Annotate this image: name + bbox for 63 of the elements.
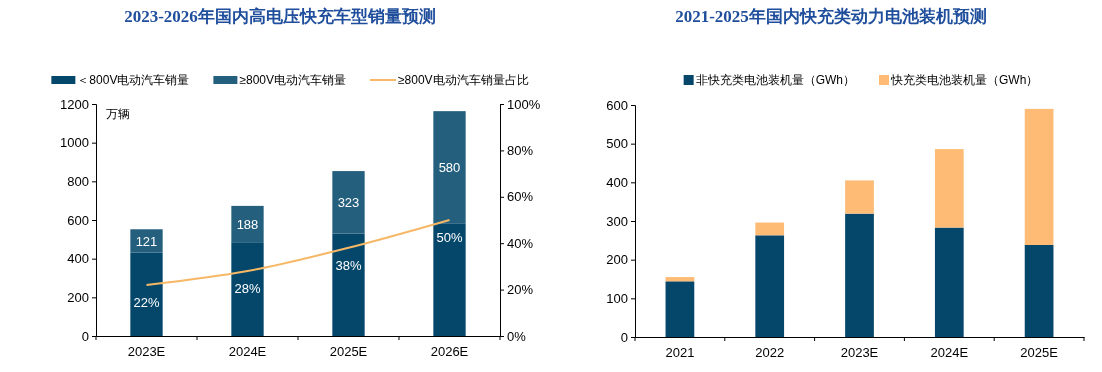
bar bbox=[231, 205, 264, 243]
bar bbox=[665, 277, 695, 282]
data-label: 323 bbox=[337, 195, 360, 211]
x-tick-label: 2023E bbox=[840, 344, 879, 360]
data-label: 38% bbox=[335, 257, 362, 273]
bar bbox=[130, 252, 163, 336]
y-tick-label: 600 bbox=[67, 212, 89, 228]
bar bbox=[433, 111, 466, 224]
bar bbox=[755, 222, 785, 236]
x-tick-label: 2024E bbox=[228, 343, 267, 359]
bar bbox=[433, 223, 466, 336]
bar bbox=[755, 235, 785, 337]
x-tick-label: 2025E bbox=[1020, 344, 1059, 360]
x-tick-label: 2025E bbox=[329, 343, 368, 359]
bar bbox=[1024, 244, 1054, 337]
bar bbox=[1024, 108, 1054, 245]
data-label: 22% bbox=[133, 294, 160, 310]
y2-tick-label: 100% bbox=[507, 96, 541, 112]
x-tick-label: 2022 bbox=[755, 344, 785, 360]
x-tick-label: 2021 bbox=[665, 344, 695, 360]
y-tick-label: 600 bbox=[606, 97, 628, 113]
y-axis-title: 万辆 bbox=[106, 107, 130, 121]
y-tick-label: 0 bbox=[81, 328, 89, 344]
bar bbox=[934, 149, 964, 228]
bar bbox=[665, 281, 695, 337]
y-tick-label: 200 bbox=[67, 289, 89, 305]
x-tick-label: 2026E bbox=[430, 343, 469, 359]
bar bbox=[934, 227, 964, 337]
bar bbox=[332, 233, 365, 336]
data-label: 121 bbox=[135, 233, 158, 249]
y-tick-label: 800 bbox=[67, 173, 89, 189]
bar bbox=[130, 229, 163, 253]
data-label: 188 bbox=[236, 217, 259, 233]
y2-tick-label: 0% bbox=[507, 328, 527, 344]
chart-title: 2021-2025年国内快充类动力电池装机预测 bbox=[675, 7, 987, 26]
y-tick-label: 1000 bbox=[60, 135, 89, 151]
y2-tick-label: 40% bbox=[507, 235, 534, 251]
y-tick-label: 1200 bbox=[60, 96, 89, 112]
data-label: 50% bbox=[436, 230, 463, 245]
legend-label: ≥800V电动汽车销量占比 bbox=[398, 73, 529, 87]
y-tick-label: 200 bbox=[606, 252, 628, 268]
legend-label: 非快充类电池装机量（GWh） bbox=[695, 73, 855, 87]
y-tick-label: 100 bbox=[606, 290, 628, 306]
legend-label: ≥800V电动汽车销量 bbox=[239, 73, 347, 87]
y-tick-label: 300 bbox=[606, 213, 628, 229]
y2-tick-label: 60% bbox=[507, 189, 534, 205]
bar bbox=[231, 242, 264, 336]
y2-tick-label: 20% bbox=[507, 282, 534, 298]
bar bbox=[845, 213, 874, 337]
y-tick-label: 400 bbox=[67, 251, 89, 267]
legend-label: ＜800V电动汽车销量 bbox=[77, 73, 190, 87]
x-tick-label: 2023E bbox=[127, 343, 166, 359]
y2-tick-label: 80% bbox=[507, 143, 534, 159]
y-tick-label: 400 bbox=[606, 174, 628, 190]
data-label: 28% bbox=[234, 281, 261, 297]
bar bbox=[332, 171, 365, 234]
x-tick-label: 2024E bbox=[930, 344, 969, 360]
bar bbox=[845, 180, 874, 214]
legend-label: 快充类电池装机量（GWh） bbox=[890, 73, 1039, 87]
y-tick-label: 0 bbox=[620, 329, 628, 345]
y-tick-label: 500 bbox=[606, 136, 628, 152]
data-label: 580 bbox=[438, 160, 461, 176]
chart-title: 2023-2026年国内高电压快充车型销量预测 bbox=[124, 7, 436, 26]
